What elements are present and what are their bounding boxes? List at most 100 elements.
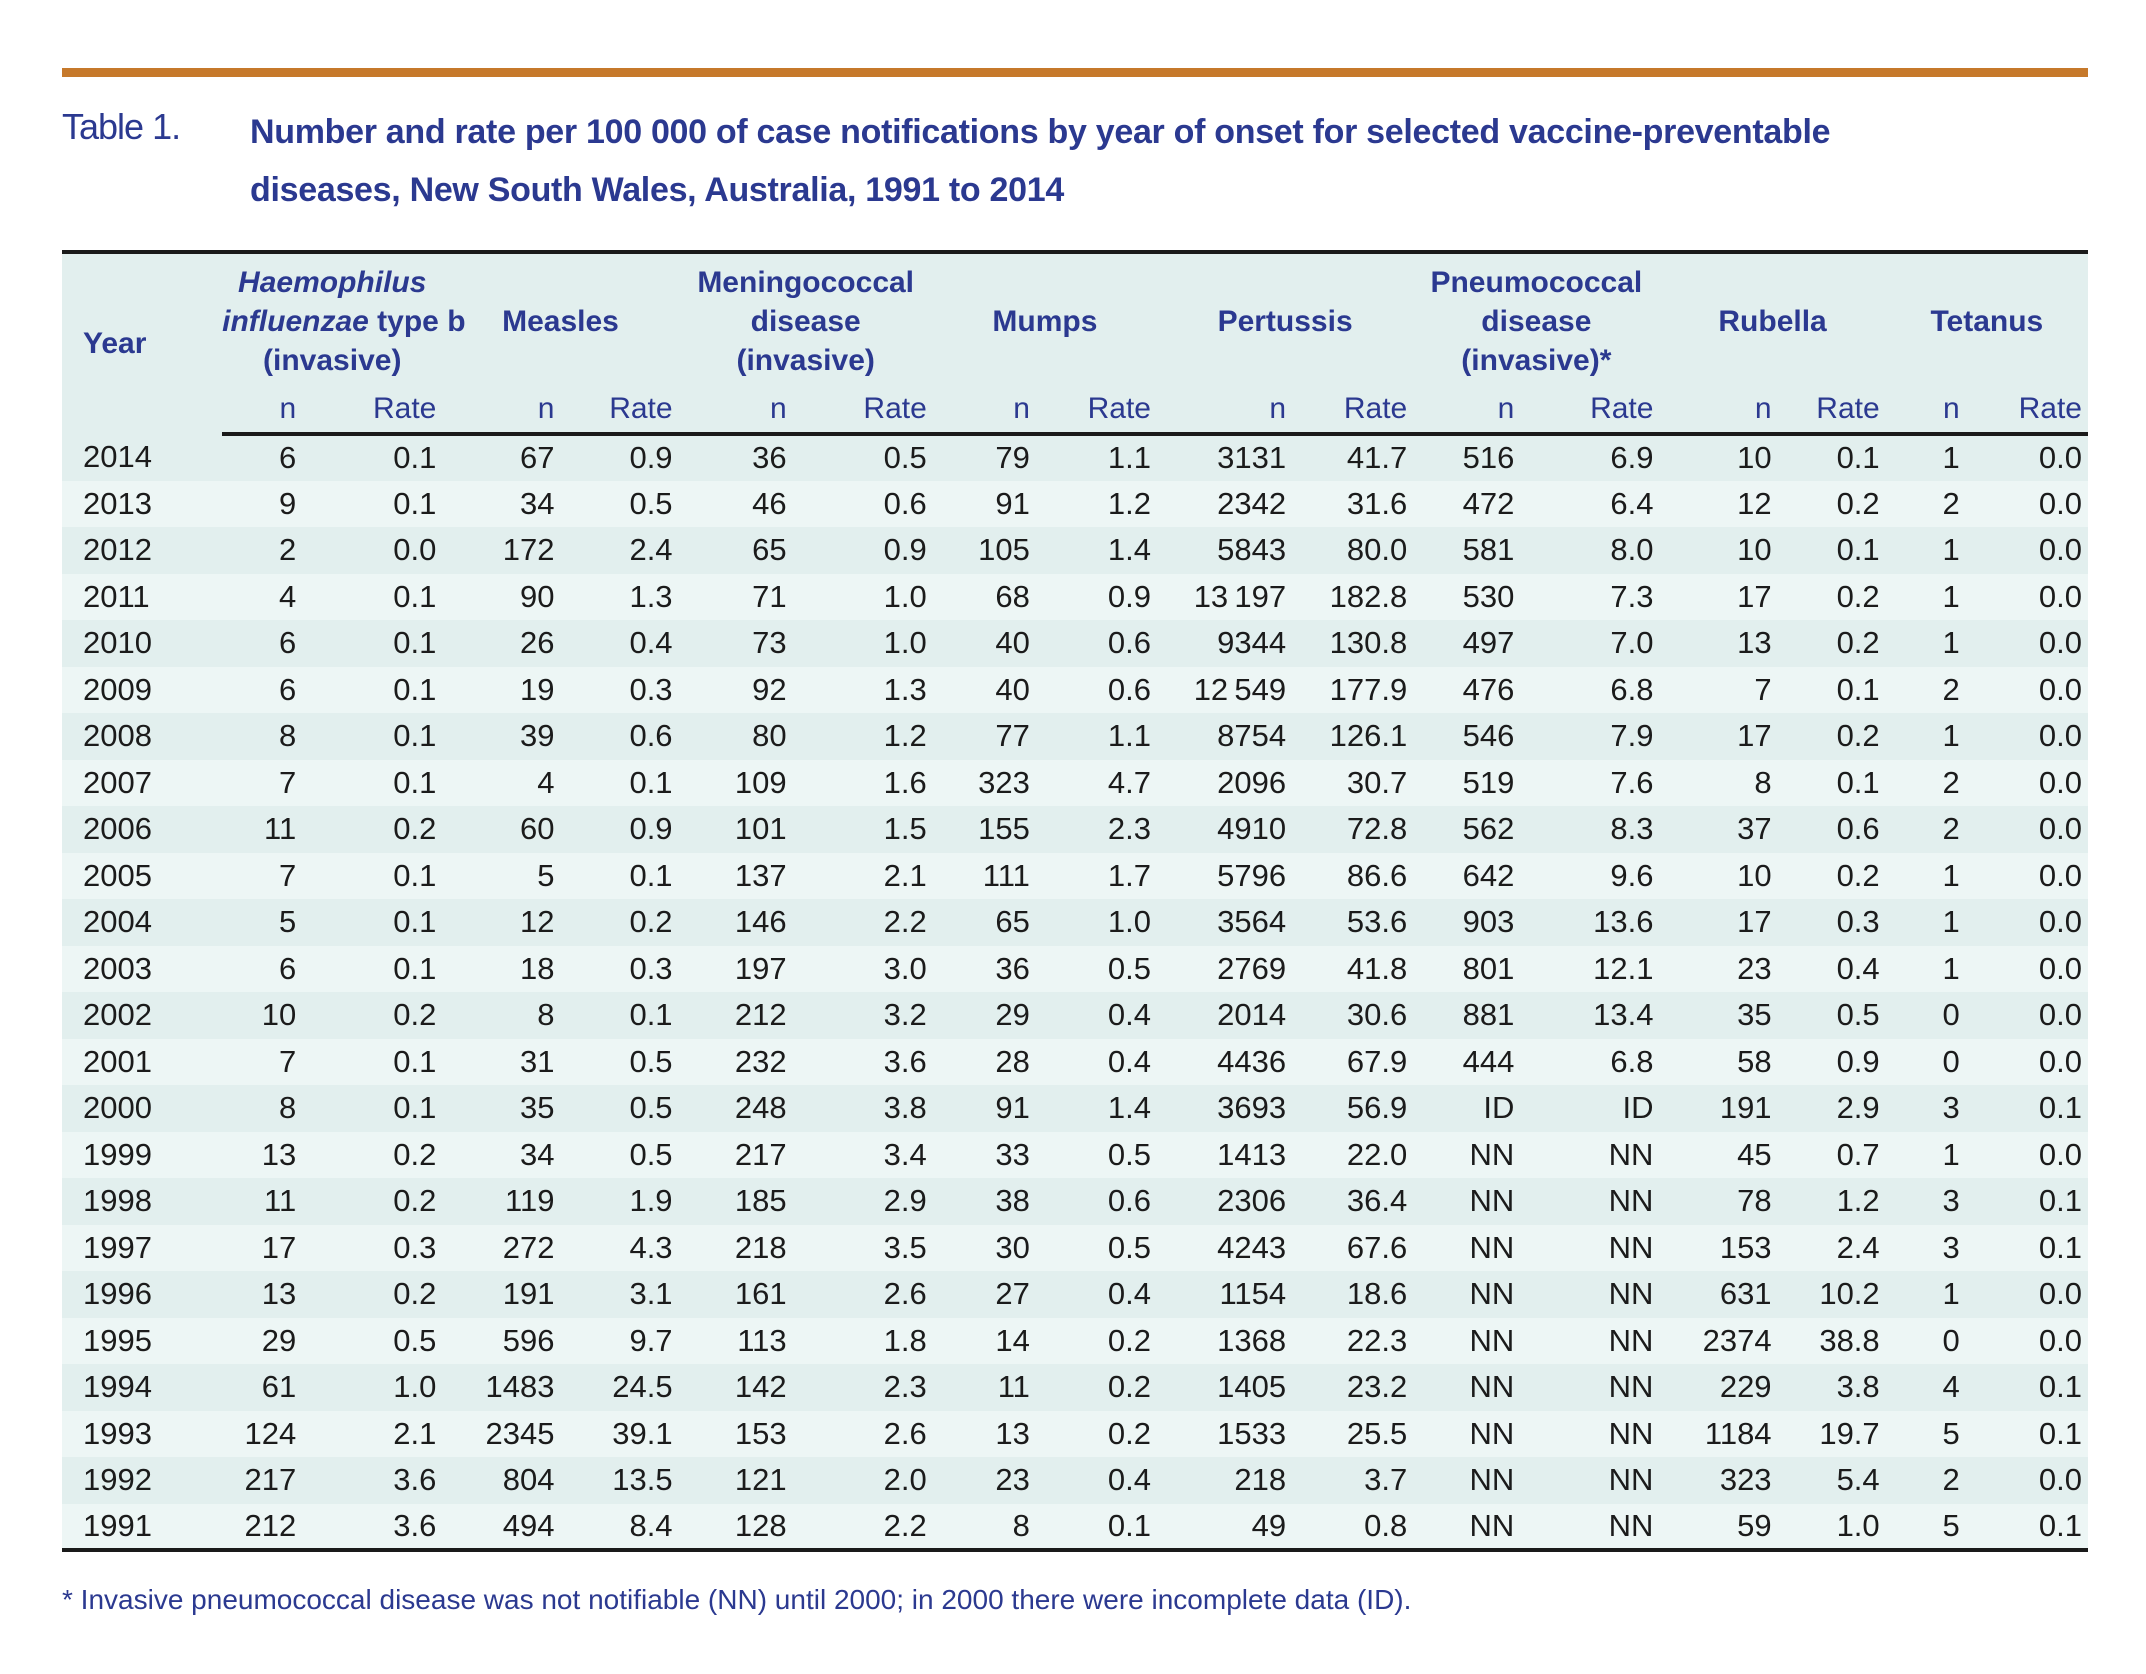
value-cell: 0.1 <box>1965 1410 2088 1457</box>
value-cell: 36 <box>932 945 1036 992</box>
value-cell: 0.1 <box>302 1038 443 1085</box>
value-cell: 1.2 <box>1035 480 1157 527</box>
sub-header-pneumococcal-disease-rate: Rate <box>1520 388 1660 436</box>
value-cell: 0.9 <box>560 806 679 853</box>
value-cell: 126.1 <box>1292 713 1414 760</box>
value-cell: 29 <box>932 992 1036 1039</box>
value-cell: 6 <box>222 945 303 992</box>
value-cell: 40 <box>932 620 1036 667</box>
value-cell: 92 <box>678 666 793 713</box>
value-cell: 1 <box>1885 1131 1966 1178</box>
value-cell: 1 <box>1885 713 1966 760</box>
value-cell: 30.7 <box>1292 759 1414 806</box>
value-cell: 8 <box>442 992 561 1039</box>
value-cell: 0.2 <box>1035 1410 1157 1457</box>
value-cell: 4 <box>222 573 303 620</box>
value-cell: 0.2 <box>1777 480 1886 527</box>
value-cell: 2.6 <box>792 1271 933 1318</box>
table-row-2013: 2013 9 0.1 34 0.5 46 0.6 91 1.2 2342 31.6 472 6.4 12 0… <box>62 480 2088 527</box>
value-cell: 562 <box>1413 806 1521 853</box>
sub-header-measles-n: n <box>442 388 561 436</box>
value-cell: 9 <box>222 480 303 527</box>
value-cell: 0.3 <box>302 1224 443 1271</box>
table-row-2003: 2003 6 0.1 18 0.3 197 3.0 36 0.5 2769 41.8 801 12.1 2… <box>62 945 2088 992</box>
value-cell: 2345 <box>442 1410 561 1457</box>
value-cell: 0.9 <box>1035 573 1157 620</box>
value-cell: 31.6 <box>1292 480 1414 527</box>
value-cell: 472 <box>1413 480 1521 527</box>
value-cell: 0.3 <box>560 666 679 713</box>
value-cell: 4243 <box>1156 1224 1293 1271</box>
value-cell: 17 <box>1659 573 1778 620</box>
value-cell: 0.8 <box>1292 1503 1414 1550</box>
value-cell: NN <box>1413 1503 1521 1550</box>
value-cell: 137 <box>678 852 793 899</box>
value-cell: 0.5 <box>560 480 679 527</box>
value-cell: 71 <box>678 573 793 620</box>
value-cell: 0.0 <box>1965 806 2088 853</box>
value-cell: 0.0 <box>1965 1457 2088 1504</box>
value-cell: 0.7 <box>1777 1131 1886 1178</box>
value-cell: 4.3 <box>560 1224 679 1271</box>
value-cell: 3.5 <box>792 1224 933 1271</box>
value-cell: 0.4 <box>1777 945 1886 992</box>
table-row-2010: 2010 6 0.1 26 0.4 73 1.0 40 0.6 9344 130.8 497 7.0 13… <box>62 620 2088 667</box>
value-cell: 113 <box>678 1317 793 1364</box>
value-cell: 2.9 <box>1777 1085 1886 1132</box>
value-cell: NN <box>1413 1457 1521 1504</box>
value-cell: 121 <box>678 1457 793 1504</box>
value-cell: 12 <box>442 899 561 946</box>
value-cell: 0.0 <box>1965 666 2088 713</box>
value-cell: 3.4 <box>792 1131 933 1178</box>
data-table: Year Haemophilus influenzae type b (invasiv… <box>62 250 2088 1552</box>
value-cell: 0.2 <box>1777 620 1886 667</box>
value-cell: 39.1 <box>560 1410 679 1457</box>
value-cell: 0.2 <box>1777 573 1886 620</box>
value-cell: 9.6 <box>1520 852 1660 899</box>
value-cell: 229 <box>1659 1364 1778 1411</box>
value-cell: 0.1 <box>1777 527 1886 574</box>
value-cell: 5 <box>442 852 561 899</box>
value-cell: NN <box>1520 1178 1660 1225</box>
value-cell: NN <box>1413 1224 1521 1271</box>
value-cell: 25.5 <box>1292 1410 1414 1457</box>
value-cell: 34 <box>442 480 561 527</box>
value-cell: 86.6 <box>1292 852 1414 899</box>
value-cell: 22.0 <box>1292 1131 1414 1178</box>
value-cell: 1.2 <box>792 713 933 760</box>
value-cell: 1 <box>1885 620 1966 667</box>
value-cell: 1.0 <box>792 620 933 667</box>
value-cell: 3.7 <box>1292 1457 1414 1504</box>
value-cell: 9344 <box>1156 620 1293 667</box>
value-cell: 0.3 <box>560 945 679 992</box>
value-cell: 67.6 <box>1292 1224 1414 1271</box>
value-cell: 0.4 <box>560 620 679 667</box>
value-cell: 0.9 <box>1777 1038 1886 1085</box>
value-cell: 0.2 <box>302 992 443 1039</box>
value-cell: 2769 <box>1156 945 1293 992</box>
value-cell: 56.9 <box>1292 1085 1414 1132</box>
value-cell: 0.2 <box>302 1178 443 1225</box>
sub-header-meningococcal-disease-rate: Rate <box>792 388 933 436</box>
year-cell: 2001 <box>62 1038 223 1085</box>
year-cell: 2006 <box>62 806 223 853</box>
value-cell: 30.6 <box>1292 992 1414 1039</box>
value-cell: 0.1 <box>302 759 443 806</box>
value-cell: 0.0 <box>1965 1317 2088 1364</box>
table-header: Year Haemophilus influenzae type b (invasiv… <box>62 252 2088 436</box>
value-cell: 903 <box>1413 899 1521 946</box>
value-cell: 109 <box>678 759 793 806</box>
year-cell: 2011 <box>62 573 223 620</box>
value-cell: 13 <box>932 1410 1036 1457</box>
value-cell: 0.1 <box>560 759 679 806</box>
value-cell: 232 <box>678 1038 793 1085</box>
value-cell: 2014 <box>1156 992 1293 1039</box>
sub-header-tetanus-n: n <box>1885 388 1966 436</box>
sub-header-tetanus-rate: Rate <box>1965 388 2088 436</box>
value-cell: 1.1 <box>1035 434 1157 481</box>
value-cell: 1.6 <box>792 759 933 806</box>
value-cell: 3.1 <box>560 1271 679 1318</box>
value-cell: 38 <box>932 1178 1036 1225</box>
value-cell: 2.2 <box>792 899 933 946</box>
value-cell: 1154 <box>1156 1271 1293 1318</box>
